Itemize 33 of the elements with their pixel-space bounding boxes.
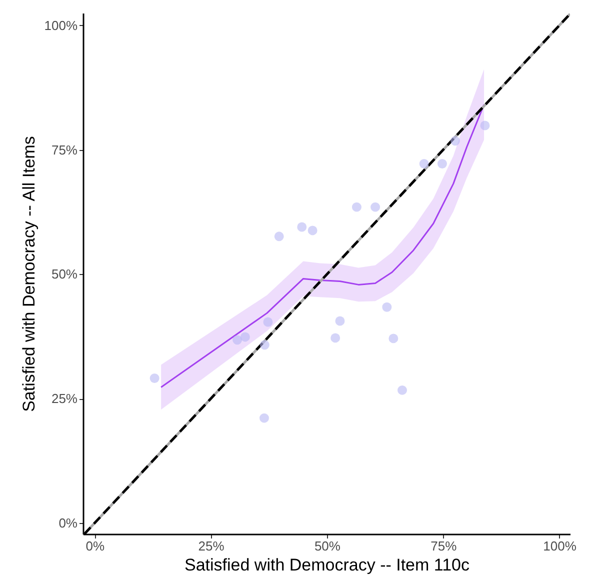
point: [330, 333, 340, 343]
y-tick-label: 0%: [58, 516, 78, 531]
x-axis-title: Satisfied with Democracy -- Item 110c: [184, 556, 470, 574]
y-tick-label: 75%: [51, 142, 78, 158]
point: [352, 202, 362, 212]
point: [370, 202, 380, 212]
point: [297, 222, 307, 232]
point: [260, 340, 270, 350]
y-tick-label: 25%: [51, 391, 78, 406]
point: [274, 232, 284, 242]
point: [308, 226, 318, 236]
point: [450, 136, 460, 146]
line-series: [160, 104, 485, 388]
x-tick-label: 75%: [430, 538, 458, 554]
point: [382, 302, 392, 312]
y-axis-title: Satisfied with Democracy -- All Items: [19, 136, 38, 412]
point: [398, 385, 407, 395]
x-tick-label: 100%: [543, 538, 577, 554]
point: [419, 159, 429, 169]
point: [232, 335, 242, 345]
point: [263, 317, 273, 327]
x-tick-label: 0%: [86, 538, 105, 554]
point: [437, 159, 447, 169]
point: [335, 316, 345, 326]
point: [388, 334, 398, 344]
y-tick-label: 100%: [44, 18, 78, 33]
point: [150, 374, 160, 383]
point: [480, 120, 490, 130]
x-tick-label: 25%: [198, 538, 225, 554]
point: [259, 413, 269, 423]
point: [240, 332, 250, 342]
x-tick-label: 50%: [314, 538, 341, 554]
y-tick-label: 50%: [51, 266, 78, 282]
